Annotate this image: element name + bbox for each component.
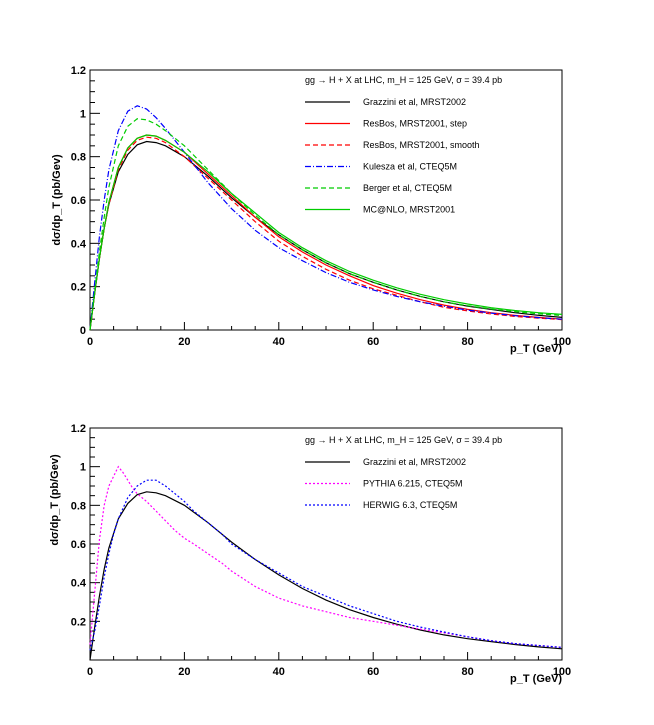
y-tick-label: 1.2 (71, 423, 86, 435)
top-chart-panel: 0 20 40 60 80 100 0 0.2 0.4 0.6 0.8 1 1.2 dσ/dp_T (p… (51, 65, 571, 355)
bottom-ticks: 0 20 40 60 80 100 0.2 0.4 0.6 0.8 1 1.2 (71, 423, 571, 678)
x-tick-label: 40 (273, 336, 285, 348)
bottom-plot-frame (89, 427, 563, 661)
bottom-legend-title: gg → H + X at LHC, m_H = 125 GeV, σ = 39… (305, 435, 502, 445)
x-tick-label: 100 (553, 336, 571, 348)
x-tick-label: 100 (553, 666, 571, 678)
series-line (89, 105, 563, 331)
series-line (89, 465, 563, 648)
series-line (89, 118, 563, 331)
y-tick-label: 0.6 (71, 539, 86, 551)
y-tick-label: 1 (80, 108, 86, 120)
x-tick-label: 20 (178, 666, 190, 678)
legend-label: PYTHIA 6.215, CTEQ5M (363, 479, 463, 489)
x-tick-label: 0 (87, 336, 93, 348)
top-curves (89, 105, 563, 331)
bottom-chart-panel: 0 20 40 60 80 100 0.2 0.4 0.6 0.8 1 1.2 dσ/dp_T (pb… (49, 423, 571, 685)
top-legend: gg → H + X at LHC, m_H = 125 GeV, σ = 39… (305, 75, 502, 215)
x-tick-label: 20 (178, 336, 190, 348)
y-tick-label: 0.4 (71, 578, 87, 590)
y-tick-label: 0.6 (71, 195, 86, 207)
top-y-axis-label: dσ/dp_T (pb/Gev) (51, 154, 63, 246)
series-line (89, 134, 563, 331)
y-tick-label: 0.2 (71, 616, 86, 628)
bottom-y-axis-label: dσ/dp_T (pb/Gev) (49, 454, 61, 546)
series-line (89, 140, 563, 331)
legend-label: ResBos, MRST2001, smooth (363, 140, 480, 150)
bottom-legend: gg → H + X at LHC, m_H = 125 GeV, σ = 39… (305, 435, 502, 510)
top-plot-frame (89, 69, 563, 331)
x-tick-label: 80 (461, 666, 473, 678)
series-line (89, 491, 563, 661)
y-tick-label: 0.8 (71, 152, 86, 164)
x-tick-label: 60 (367, 666, 379, 678)
legend-label: Berger et al, CTEQ5M (363, 183, 452, 193)
bottom-curves (89, 465, 563, 661)
legend-label: Grazzini et al, MRST2002 (363, 97, 466, 107)
top-ticks: 0 20 40 60 80 100 0 0.2 0.4 0.6 0.8 1 1.2 (71, 65, 571, 348)
x-tick-label: 0 (87, 666, 93, 678)
x-tick-label: 60 (367, 336, 379, 348)
series-line (89, 479, 563, 651)
legend-label: Grazzini et al, MRST2002 (363, 457, 466, 467)
legend-label: ResBos, MRST2001, step (363, 119, 467, 129)
y-tick-label: 1.2 (71, 65, 86, 77)
top-x-axis-label: p_T (GeV) (510, 343, 562, 355)
bottom-x-axis-label: p_T (GeV) (510, 673, 562, 685)
x-tick-label: 80 (461, 336, 473, 348)
y-tick-label: 0.8 (71, 500, 86, 512)
legend-label: Kulesza et al, CTEQ5M (363, 162, 457, 172)
legend-label: HERWIG 6.3, CTEQ5M (363, 500, 457, 510)
y-tick-label: 1 (80, 462, 86, 474)
y-tick-label: 0.2 (71, 282, 86, 294)
legend-label: MC@NLO, MRST2001 (363, 205, 455, 215)
series-line (89, 134, 563, 331)
series-line (89, 136, 563, 331)
y-tick-label: 0 (80, 325, 86, 337)
top-legend-title: gg → H + X at LHC, m_H = 125 GeV, σ = 39… (305, 75, 502, 85)
y-tick-label: 0.4 (71, 238, 87, 250)
x-tick-label: 40 (273, 666, 285, 678)
